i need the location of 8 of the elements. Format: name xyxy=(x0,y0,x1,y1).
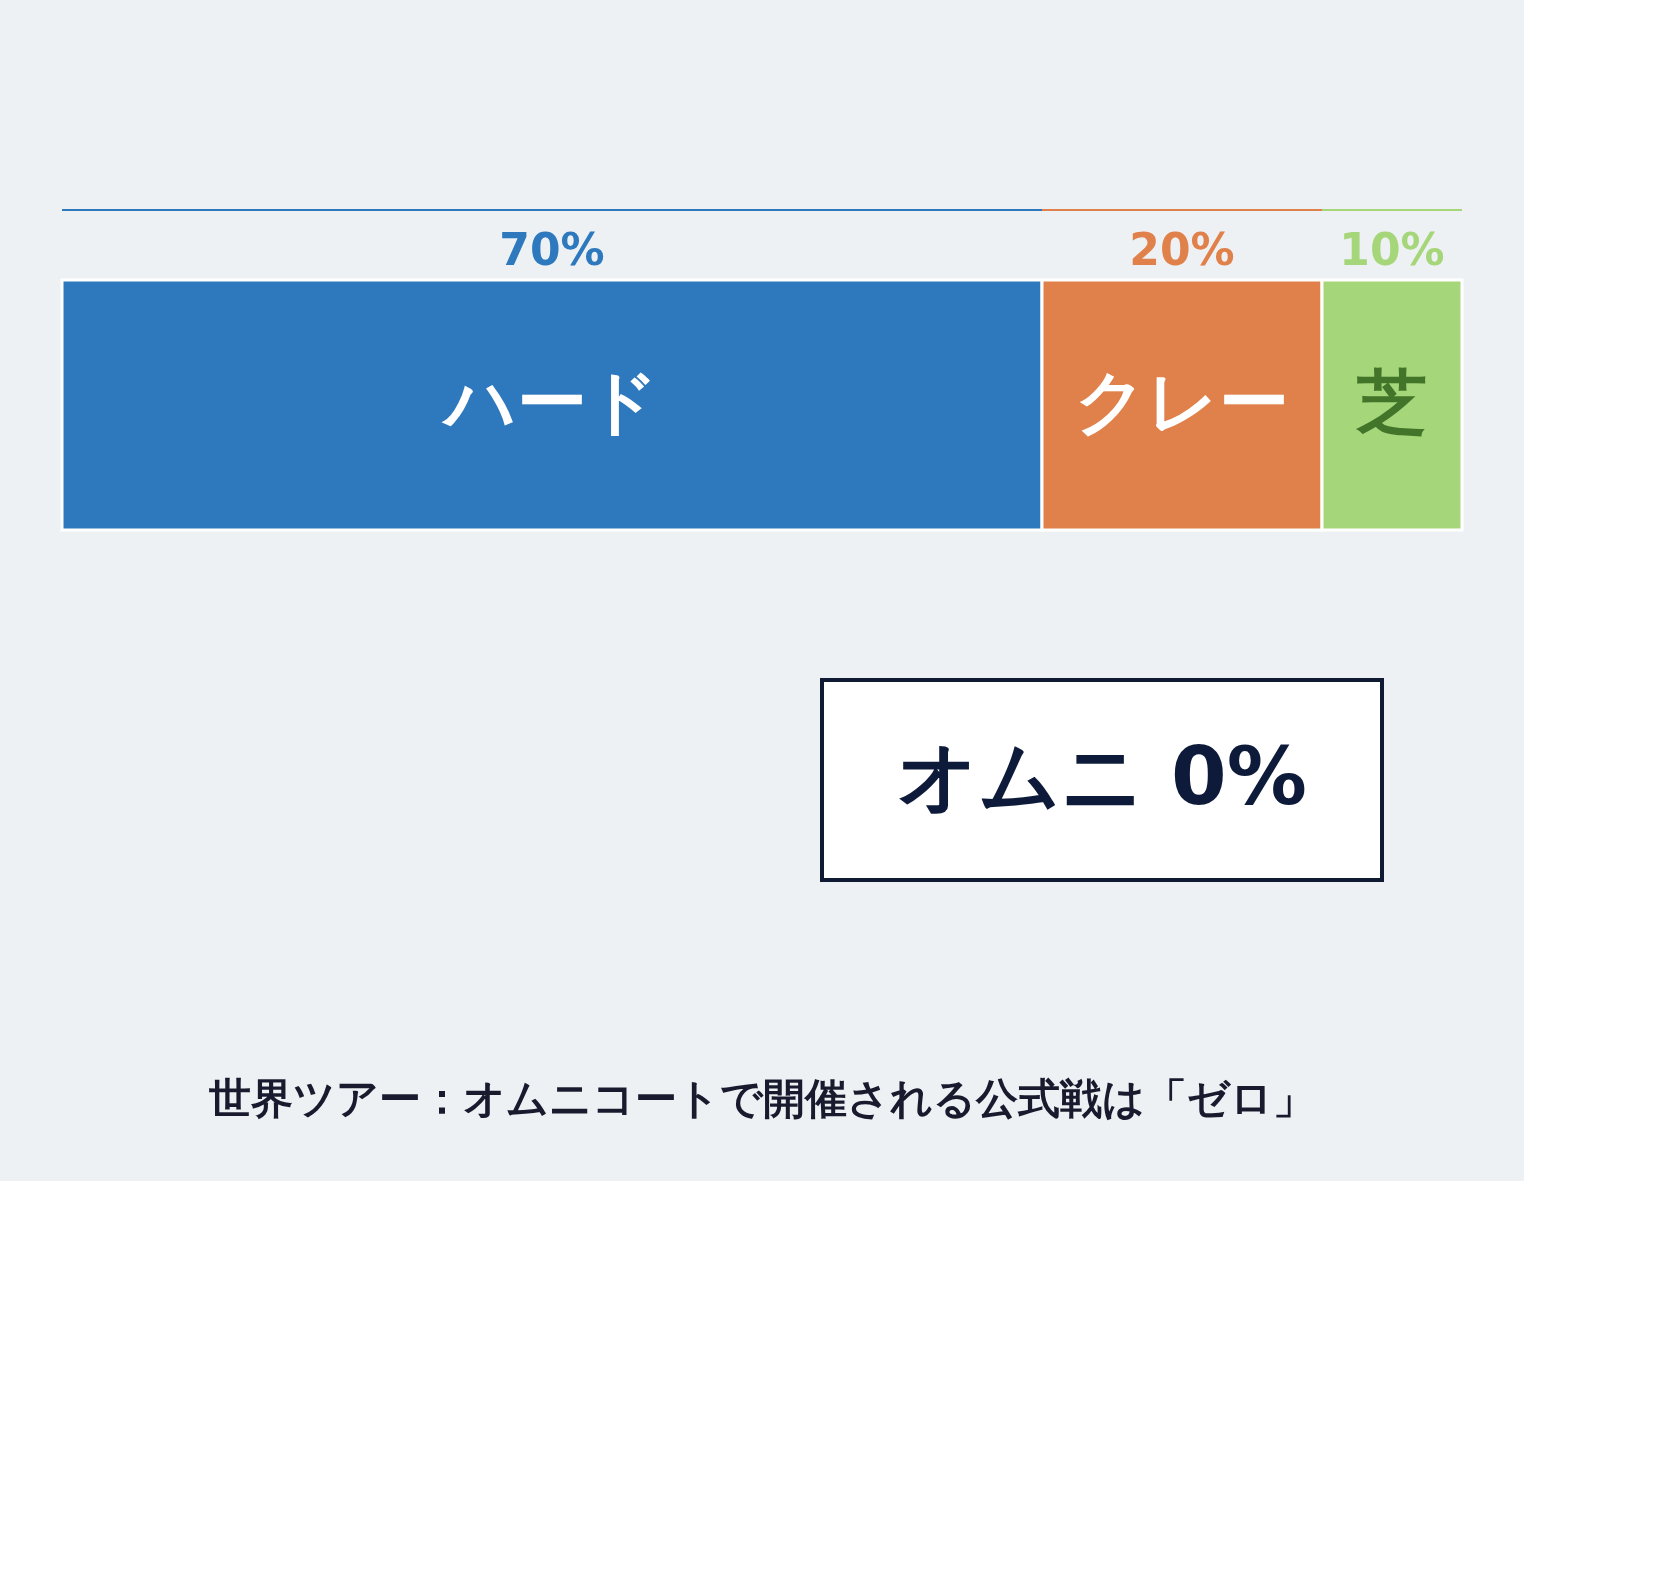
series-label: クレー xyxy=(1075,361,1289,443)
text: オムニ 0% xyxy=(897,730,1307,823)
data-label: 70% xyxy=(499,224,605,275)
series-label: 芝 xyxy=(1355,361,1427,443)
data-label: 10% xyxy=(1339,224,1445,275)
data-label: 20% xyxy=(1129,224,1235,275)
series-label: ハード xyxy=(441,361,659,443)
text: 世界ツアー：オムニコートで開催される公式戦は「ゼロ」 xyxy=(208,1074,1315,1123)
